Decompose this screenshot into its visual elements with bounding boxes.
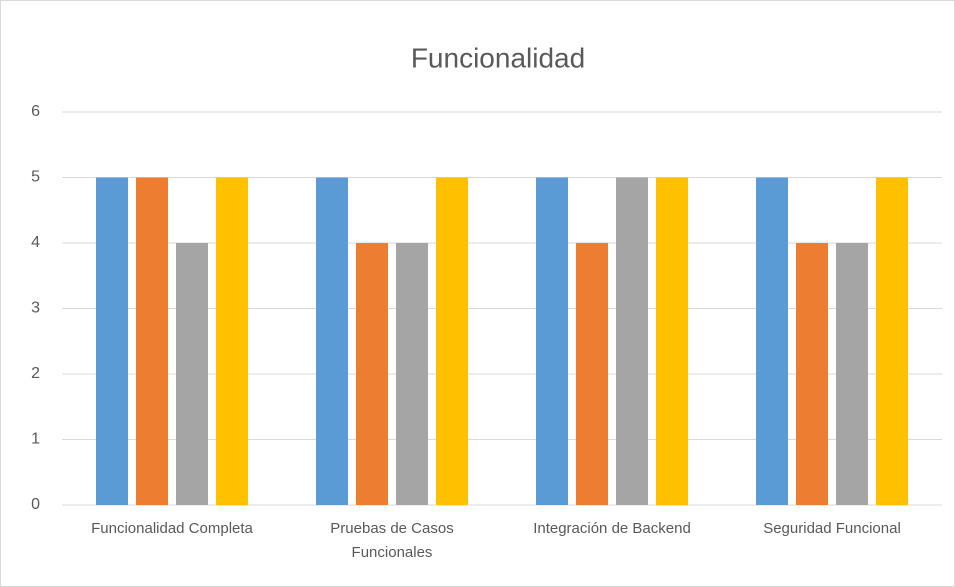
y-tick-label: 4 (31, 234, 40, 251)
y-tick-label: 3 (31, 300, 40, 317)
bar (756, 177, 788, 505)
x-tick-label: Pruebas de Casos Funcionales (330, 520, 454, 561)
y-tick-label: 5 (31, 169, 40, 186)
bar (436, 177, 468, 505)
bar (656, 177, 688, 505)
y-tick-label: 6 (31, 103, 40, 120)
bar (96, 177, 128, 505)
chart-title: Funcionalidad (411, 42, 585, 73)
bar (836, 243, 868, 505)
y-tick-label: 2 (31, 365, 40, 382)
bar (616, 177, 648, 505)
bar (876, 177, 908, 505)
bar (316, 177, 348, 505)
bar (536, 177, 568, 505)
bar (796, 243, 828, 505)
bar (396, 243, 428, 505)
bar (356, 243, 388, 505)
y-tick-label: 0 (31, 496, 40, 513)
x-tick-label: Seguridad Funcional (763, 520, 901, 537)
bar (176, 243, 208, 505)
bar (576, 243, 608, 505)
x-tick-label: Funcionalidad Completa (91, 520, 253, 537)
bar (136, 177, 168, 505)
x-tick-label: Integración de Backend (533, 520, 691, 537)
bar (216, 177, 248, 505)
y-tick-label: 1 (31, 431, 40, 448)
